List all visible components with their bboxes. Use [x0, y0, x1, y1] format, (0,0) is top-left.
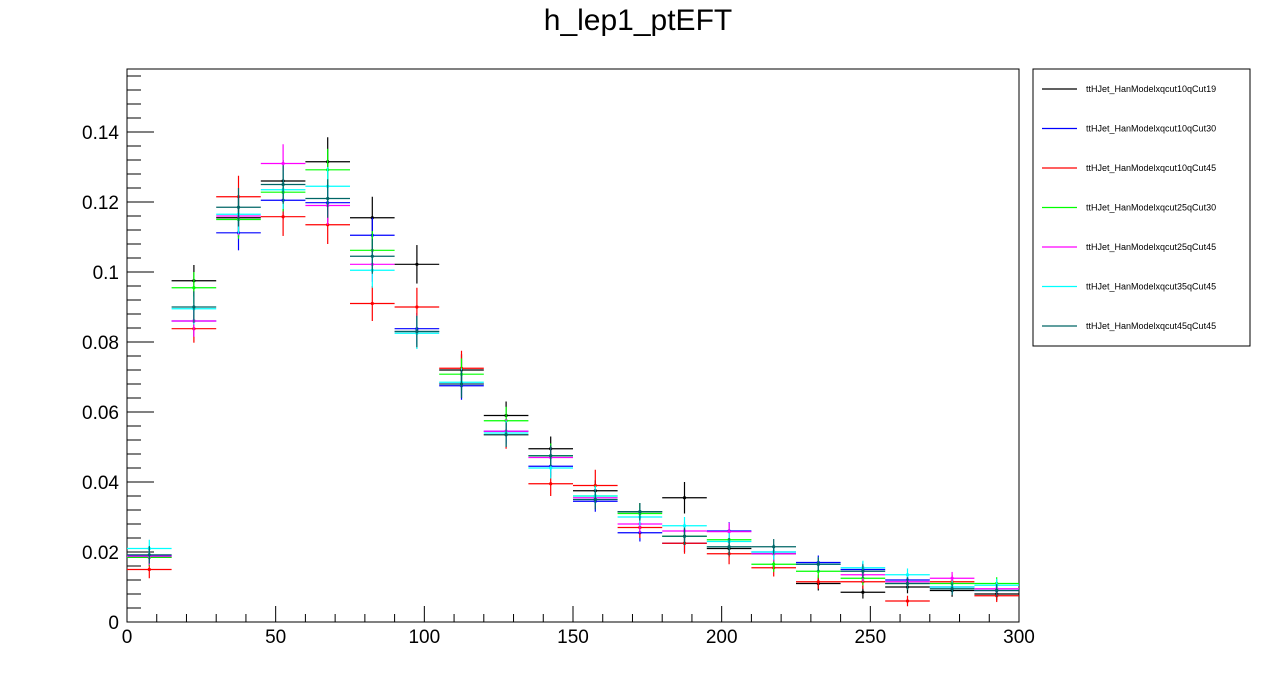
data-point-marker: [192, 305, 196, 309]
data-point-marker: [549, 466, 553, 470]
data-point-marker: [236, 205, 241, 209]
data-point-marker: [772, 562, 776, 566]
data-point-marker: [682, 534, 687, 538]
data-point-marker: [415, 262, 419, 266]
data-point-marker: [861, 590, 865, 594]
data-point-marker: [415, 329, 419, 334]
legend-label: ttHJet_HanModelxqcut10qCut45: [1086, 163, 1216, 173]
data-point-marker: [905, 599, 910, 603]
x-tick-label: 250: [854, 627, 886, 648]
data-point-marker: [861, 569, 865, 573]
legend-label: ttHJet_HanModelxqcut35qCut45: [1086, 282, 1216, 292]
data-point-marker: [905, 581, 910, 586]
y-tick-label: 0.08: [82, 333, 119, 354]
data-point-marker: [549, 454, 553, 458]
data-point-marker: [727, 530, 731, 534]
tick-labels: 0 50 100 150 200 250 300 0 0.02 0.04 0.06 0.08 0.1 0.…: [82, 123, 1035, 648]
y-tick-label: 0.14: [82, 123, 119, 144]
data-point-marker: [727, 545, 731, 549]
legend-label: ttHJet_HanModelxqcut10qCut30: [1086, 124, 1216, 134]
x-tick-label: 200: [706, 627, 738, 648]
series-layer: [127, 137, 1019, 607]
data-point-marker: [147, 553, 151, 557]
x-tick-label: 300: [1003, 627, 1035, 648]
y-tick-label: 0.06: [82, 403, 119, 424]
series-3: [127, 175, 1019, 607]
data-point-marker: [816, 562, 820, 566]
data-point-marker: [415, 305, 419, 309]
data-point-marker: [816, 580, 820, 584]
data-point-marker: [504, 433, 508, 437]
x-tick-label: 50: [265, 627, 286, 648]
legend-label: ttHJet_HanModelxqcut45qCut45: [1086, 321, 1216, 331]
data-point-marker: [593, 497, 597, 502]
x-tick-label: 150: [557, 627, 589, 648]
data-point-marker: [192, 286, 196, 290]
data-point-marker: [638, 510, 642, 514]
axis-ticks: [126, 75, 1020, 623]
series-7: [127, 165, 1019, 597]
data-point-marker: [549, 482, 553, 486]
data-point-marker: [326, 196, 330, 201]
y-tick-label: 0.12: [82, 193, 119, 214]
data-point-marker: [772, 545, 776, 549]
data-point-marker: [950, 587, 954, 591]
y-tick-label: 0.02: [82, 543, 119, 564]
data-point-marker: [281, 215, 285, 219]
data-point-marker: [682, 524, 687, 528]
data-point-marker: [995, 588, 999, 593]
series-4: [127, 148, 1019, 590]
plot-frame: [126, 68, 1020, 623]
data-point-marker: [281, 161, 285, 166]
data-point-marker: [459, 382, 464, 386]
y-tick-label: 0.04: [82, 473, 119, 494]
legend-label: ttHJet_HanModelxqcut25qCut30: [1086, 203, 1216, 213]
legend-label: ttHJet_HanModelxqcut25qCut45: [1086, 242, 1216, 252]
data-point-marker: [905, 573, 910, 577]
x-tick-label: 0: [122, 627, 133, 648]
series-5: [127, 144, 1019, 596]
legend-label: ttHJet_HanModelxqcut10qCut19: [1086, 84, 1216, 94]
series-6: [127, 167, 1019, 594]
data-point-marker: [950, 576, 954, 580]
data-point-marker: [147, 567, 151, 572]
data-point-marker: [281, 182, 285, 187]
y-tick-label: 0: [108, 613, 119, 634]
x-tick-label: 100: [408, 627, 440, 648]
data-point-marker: [370, 301, 374, 306]
y-tick-label: 0.1: [93, 263, 119, 284]
legend: ttHJet_HanModelxqcut10qCut19 ttHJet_HanMo…: [1032, 68, 1251, 347]
chart-title: h_lep1_ptEFT: [543, 4, 733, 37]
data-point-marker: [682, 496, 687, 500]
data-point-marker: [370, 254, 374, 258]
series-2: [127, 181, 1019, 597]
